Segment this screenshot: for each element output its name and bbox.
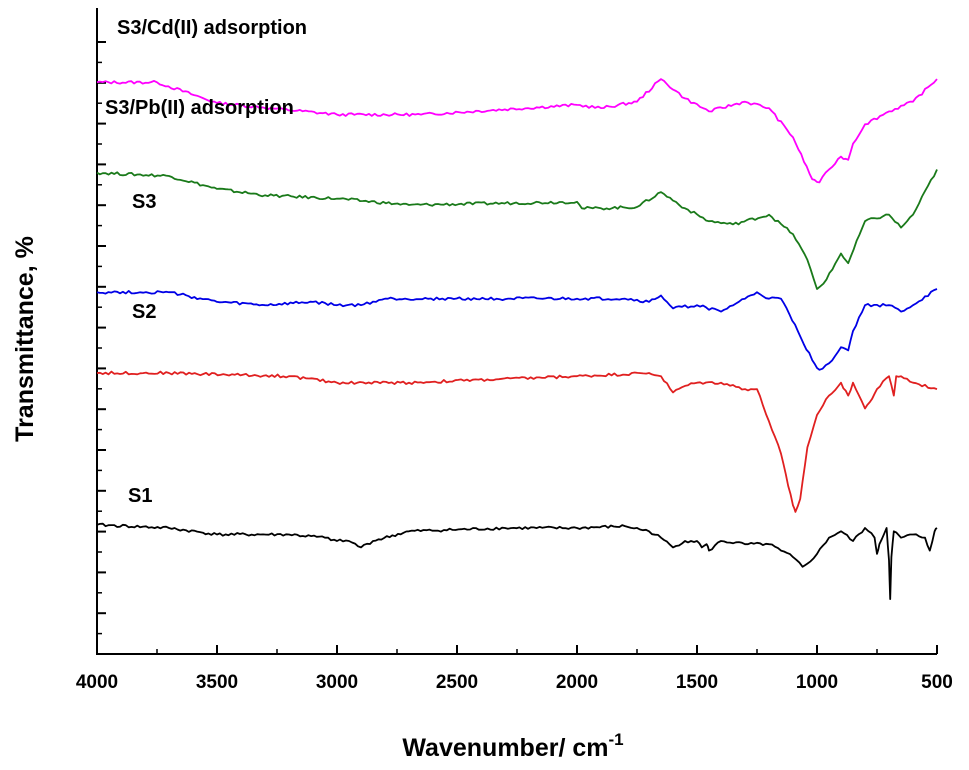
series-label: S3	[132, 191, 156, 213]
series-line-s3	[96, 288, 938, 371]
x-tick-label: 500	[921, 672, 953, 693]
series-label: S3/Cd(II) adsorption	[117, 17, 307, 39]
y-axis-ticks	[97, 41, 106, 655]
series-label: S2	[132, 301, 156, 323]
series-label: S1	[128, 485, 152, 507]
x-axis-ticks: 4000 3500 3000 2500 2000 1500 1000 500	[76, 645, 953, 693]
x-tick-label: 1500	[676, 672, 718, 693]
x-tick-label: 2500	[436, 672, 478, 693]
x-tick-label: 3000	[316, 672, 358, 693]
x-axis-title-text: Wavenumber/ cm	[402, 734, 608, 762]
series-line-s3-cd-ii-adsorption	[96, 78, 938, 184]
series-label: S3/Pb(II) adsorption	[105, 97, 294, 119]
series-lines	[96, 78, 938, 600]
x-axis-title: Wavenumber/ cm-1	[402, 730, 623, 762]
series-line-s3-pb-ii-adsorption	[96, 169, 938, 290]
series-line-s1	[96, 522, 938, 600]
x-tick-label: 2000	[556, 672, 598, 693]
y-axis-title: Transmittance, %	[11, 236, 39, 442]
x-tick-label: 3500	[196, 672, 238, 693]
series-labels: S3/Cd(II) adsorption S3/Pb(II) adsorption…	[105, 17, 307, 507]
series-line-s2	[96, 370, 938, 513]
x-axis-title-superscript: -1	[608, 730, 623, 749]
x-tick-label: 4000	[76, 672, 118, 693]
x-tick-label: 1000	[796, 672, 838, 693]
